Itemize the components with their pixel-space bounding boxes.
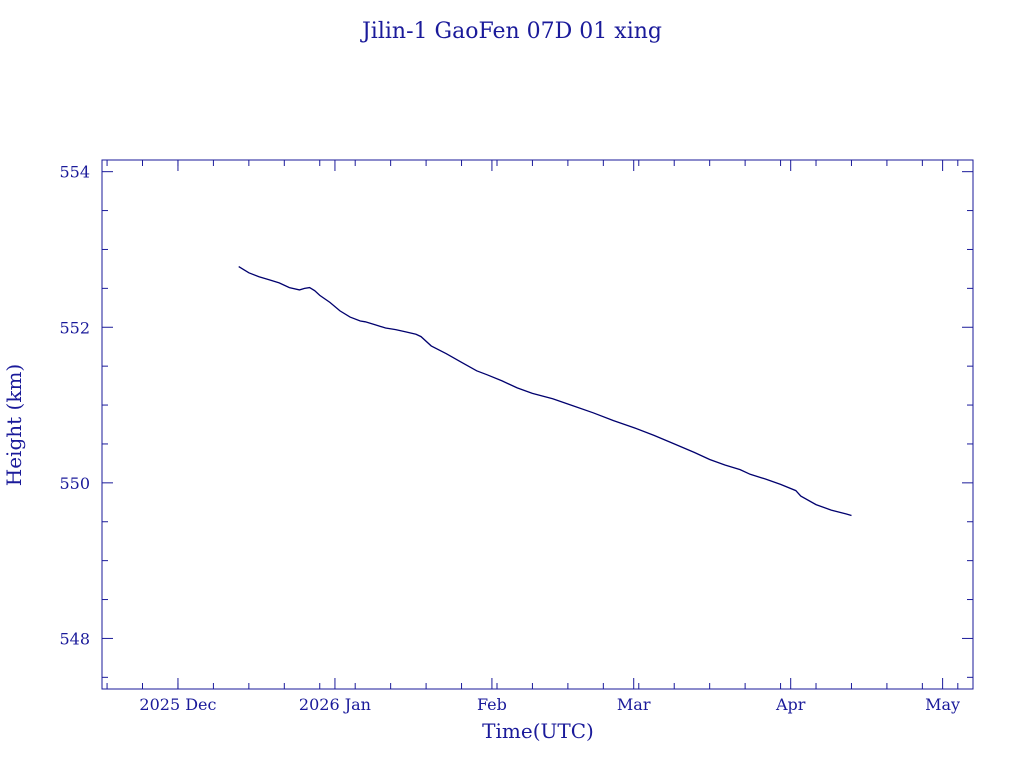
plot-frame (101, 159, 974, 690)
x-tick-label: Mar (617, 695, 651, 714)
y-tick-label: 550 (59, 474, 90, 493)
y-tick-label: 552 (59, 318, 90, 337)
axis-ticks (102, 160, 973, 689)
x-tick-label: Apr (775, 695, 806, 714)
y-tick-label: 554 (59, 163, 90, 182)
x-tick-label: 2026 Jan (299, 695, 371, 714)
x-axis-label: Time(UTC) (482, 719, 594, 743)
y-axis-label: Height (km) (2, 364, 26, 486)
height-series-line (238, 266, 852, 517)
x-tick-labels: 2025 Dec 2026 Jan Feb Mar Apr May (139, 695, 960, 714)
x-tick-label: Feb (477, 695, 507, 714)
y-tick-labels: 548 550 552 554 (59, 163, 90, 649)
x-tick-label: 2025 Dec (139, 695, 216, 714)
chart-title: Jilin-1 GaoFen 07D 01 xing (360, 19, 662, 44)
y-tick-label: 548 (59, 629, 90, 648)
x-tick-label: May (925, 695, 960, 714)
